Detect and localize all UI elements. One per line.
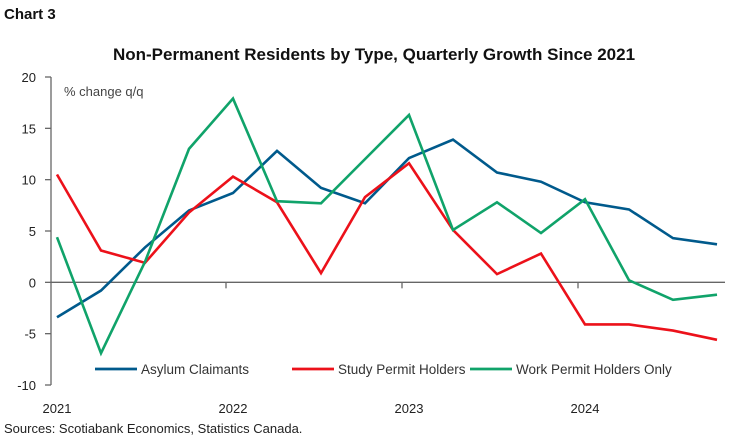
series-line-study-permit-holders xyxy=(55,161,718,342)
chart-title: Non-Permanent Residents by Type, Quarter… xyxy=(112,45,636,64)
x-tick-label: 2023 xyxy=(395,401,424,416)
y-tick-label: 5 xyxy=(29,224,36,239)
y-tick-label: 15 xyxy=(22,121,36,136)
y-tick-label: -10 xyxy=(17,378,36,393)
legend-label: Asylum Claimants xyxy=(141,362,249,377)
series-line-work-permit-holders-only xyxy=(55,96,718,357)
series-line-asylum-claimants xyxy=(56,138,718,319)
legend-label: Study Permit Holders xyxy=(338,362,466,377)
source-note: Sources: Scotiabank Economics, Statistic… xyxy=(4,421,303,436)
x-tick-label: 2022 xyxy=(219,401,248,416)
chart-number-label: Chart 3 xyxy=(4,6,56,23)
y-tick-label: 10 xyxy=(22,173,36,188)
legend-label: Work Permit Holders Only xyxy=(516,362,672,377)
y-tick-label: 20 xyxy=(22,70,36,85)
x-tick-label: 2024 xyxy=(571,401,600,416)
y-axis-label: % change q/q xyxy=(64,84,144,99)
y-tick-label: 0 xyxy=(29,275,36,290)
x-tick-label: 2021 xyxy=(43,401,72,416)
y-tick-label: -5 xyxy=(24,327,36,342)
